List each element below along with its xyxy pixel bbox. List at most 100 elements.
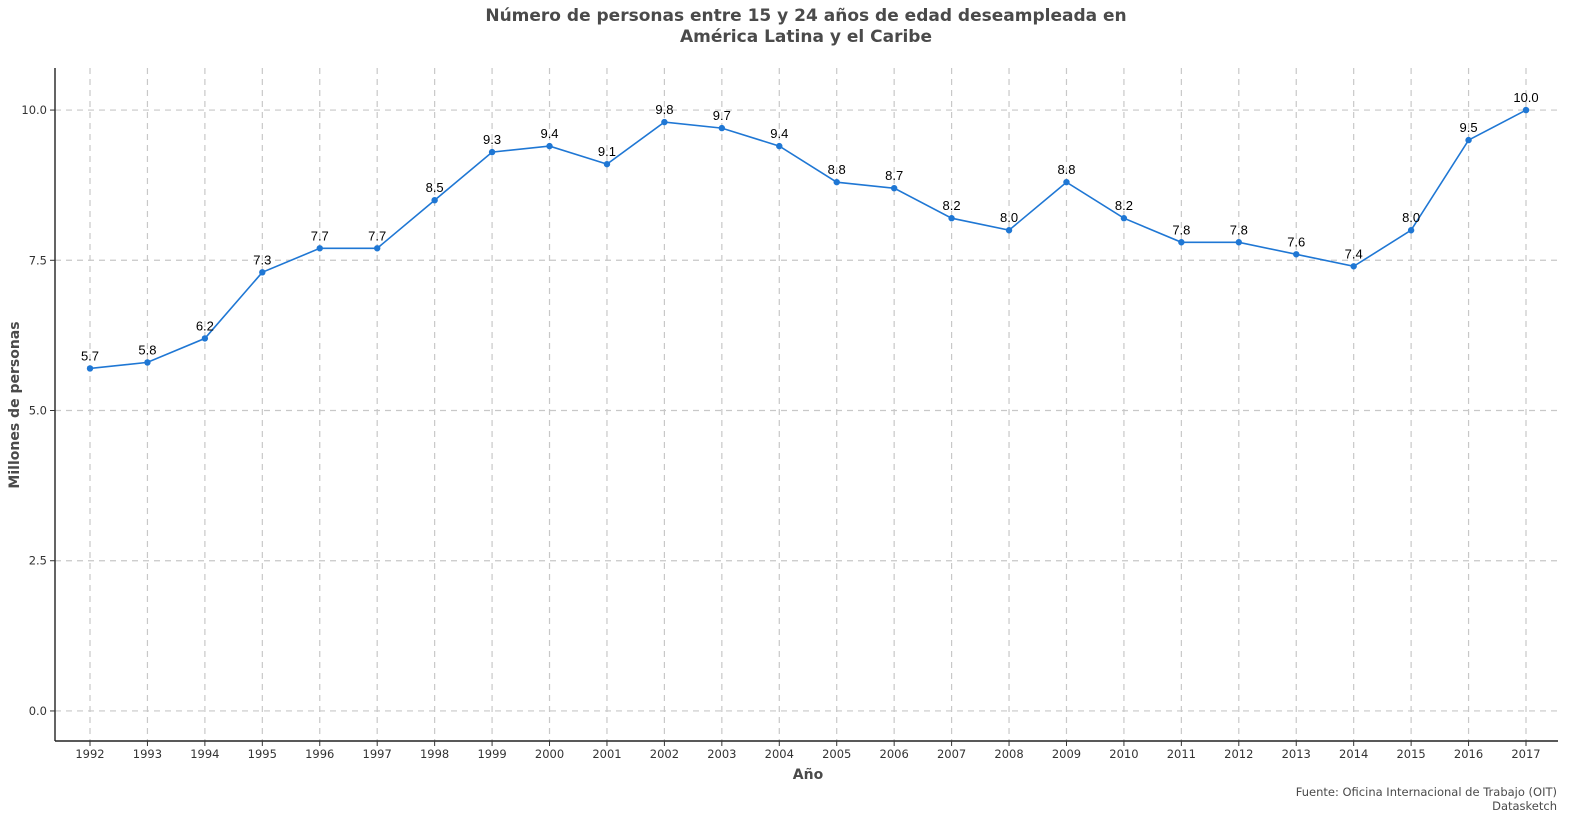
data-label: 9.8 (655, 102, 673, 117)
x-tick-label: 2009 (1052, 747, 1081, 761)
axes (54, 68, 1558, 742)
data-label: 9.3 (483, 132, 501, 147)
data-label: 8.7 (885, 168, 903, 183)
data-label: 9.4 (540, 126, 558, 141)
data-point (1005, 227, 1013, 234)
data-label: 9.7 (713, 108, 731, 123)
data-label: 5.7 (81, 348, 99, 363)
data-point (374, 245, 381, 252)
x-tick-label: 1994 (190, 747, 219, 761)
data-point (1350, 263, 1357, 270)
data-point (1235, 239, 1243, 246)
data-label: 7.8 (1172, 222, 1190, 237)
data-point (1178, 239, 1185, 246)
data-label: 5.8 (138, 342, 156, 357)
x-tick-label: 1993 (133, 747, 162, 761)
x-tick-label: 2002 (650, 747, 679, 761)
y-axis-title: Millones de personas (7, 321, 23, 488)
chart-title-line-2: América Latina y el Caribe (680, 27, 932, 47)
data-label: 8.8 (1057, 162, 1075, 177)
data-label: 6.2 (196, 318, 214, 333)
data-point (201, 335, 209, 342)
x-axis-title: Año (793, 767, 824, 783)
data-label: 7.7 (368, 228, 386, 243)
data-point (1465, 136, 1472, 144)
series-line-path (89, 109, 1527, 370)
data-point (1293, 251, 1300, 258)
y-tick-label: 2.5 (29, 554, 47, 568)
x-tick-label: 2001 (592, 747, 621, 761)
data-label: 7.8 (1230, 222, 1248, 237)
data-label: 9.5 (1460, 120, 1478, 135)
series-line (89, 109, 1527, 370)
chart-title-line-1: Número de personas entre 15 y 24 años de… (485, 6, 1126, 26)
x-tick-label: 2005 (822, 747, 851, 761)
x-tick-label: 2006 (880, 747, 909, 761)
data-point (144, 359, 151, 366)
data-label: 7.3 (253, 252, 271, 267)
data-point (259, 269, 266, 276)
data-point (546, 142, 553, 150)
data-point (603, 160, 611, 168)
data-point (890, 184, 898, 192)
caption-credit: Datasketch (1492, 799, 1557, 813)
y-tick-label: 0.0 (29, 704, 47, 718)
data-point (1063, 178, 1070, 186)
data-point (1522, 106, 1530, 114)
x-tick-label: 2014 (1339, 747, 1368, 761)
x-tick-label: 2000 (535, 747, 564, 761)
data-label: 7.4 (1345, 246, 1363, 261)
y-tick-label: 7.5 (29, 253, 47, 267)
x-tick-label: 2013 (1282, 747, 1311, 761)
x-tick-label: 1998 (420, 747, 449, 761)
data-label: 7.6 (1287, 234, 1305, 249)
data-point (488, 148, 496, 156)
data-point (718, 124, 726, 132)
data-point (1407, 227, 1415, 234)
y-axis-ticks: 0.0 2.5 5.0 7.5 10.0 (21, 103, 55, 718)
x-tick-label: 2012 (1224, 747, 1253, 761)
y-tick-label: 5.0 (29, 404, 47, 418)
x-tick-label: 2011 (1167, 747, 1196, 761)
chart-title: Número de personas entre 15 y 24 años de… (485, 6, 1126, 47)
x-tick-label: 2016 (1454, 747, 1483, 761)
x-tick-label: 2010 (1109, 747, 1138, 761)
grid-lines (55, 68, 1558, 741)
data-label: 8.8 (828, 162, 846, 177)
data-label: 8.0 (1000, 210, 1018, 225)
data-point (86, 365, 94, 372)
data-point (316, 245, 323, 252)
data-point (661, 118, 668, 126)
data-label: 10.0 (1513, 90, 1538, 105)
y-tick-label: 10.0 (21, 103, 47, 117)
data-point (833, 178, 840, 186)
data-point (431, 196, 438, 204)
data-label: 8.0 (1402, 210, 1420, 225)
data-label: 9.4 (770, 126, 788, 141)
x-tick-label: 2003 (707, 747, 736, 761)
caption-source: Fuente: Oficina Internacional de Trabajo… (1296, 785, 1557, 799)
data-point (776, 142, 783, 150)
x-tick-label: 1995 (248, 747, 277, 761)
data-label: 8.2 (1115, 198, 1133, 213)
data-points (86, 106, 1530, 372)
x-tick-label: 2017 (1511, 747, 1540, 761)
x-tick-label: 2008 (994, 747, 1023, 761)
data-label: 7.7 (311, 228, 329, 243)
x-axis-ticks: 1992 1993 1994 1995 1996 1997 1998 1999 2000 2001… (75, 741, 1541, 761)
x-tick-label: 2004 (765, 747, 794, 761)
x-tick-label: 1992 (75, 747, 104, 761)
x-tick-label: 2015 (1396, 747, 1425, 761)
x-tick-label: 2007 (937, 747, 966, 761)
data-labels: 5.7 5.8 6.2 7.3 7.7 7.7 8.5 9.3 9.4 9.1 9.8 9.7 9.4 8… (81, 90, 1539, 363)
x-tick-label: 1996 (305, 747, 334, 761)
caption: Fuente: Oficina Internacional de Trabajo… (1296, 785, 1557, 813)
data-point (948, 215, 955, 222)
x-tick-label: 1997 (363, 747, 392, 761)
data-point (1120, 215, 1128, 222)
data-label: 9.1 (598, 144, 616, 159)
data-label: 8.2 (943, 198, 961, 213)
data-label: 8.5 (426, 180, 444, 195)
x-tick-label: 1999 (477, 747, 506, 761)
